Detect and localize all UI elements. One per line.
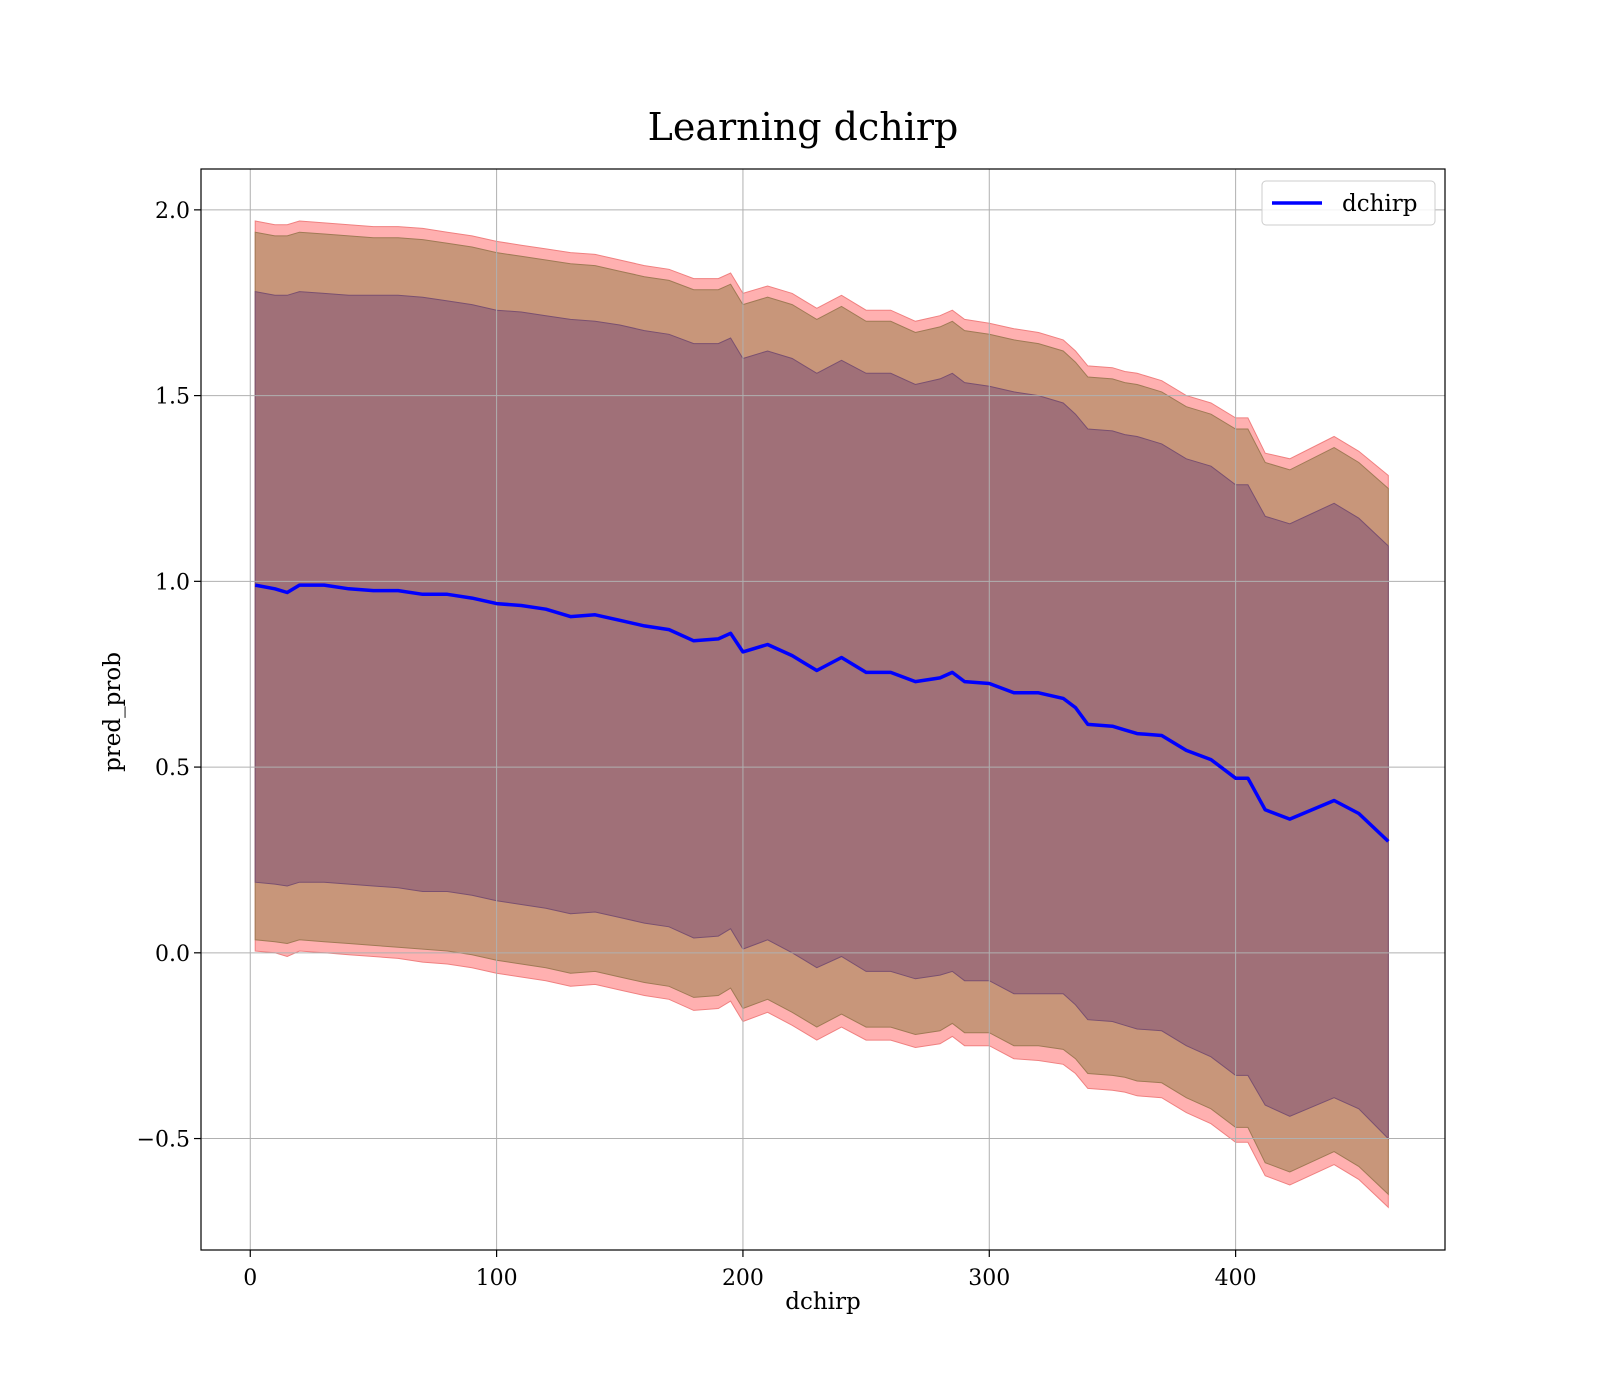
y-tick-label: 0.5 [155,756,190,781]
legend: dchirp [1261,180,1436,226]
x-tick-label: 400 [1215,1266,1257,1291]
x-tick-label: 0 [243,1266,257,1291]
chart-title: Learning dchirp [648,105,959,149]
x-tick-label: 300 [968,1266,1010,1291]
series-line-dchirp [254,583,1390,843]
x-tick-label: 100 [476,1266,518,1291]
y-tick-label: −0.5 [137,1128,190,1153]
y-tick-label: 2.0 [155,199,190,224]
x-axis-label: dchirp [785,1289,861,1315]
bands-group [254,220,1389,1209]
y-axis-label: pred_prob [100,652,126,772]
plot-area: 0 100 200 300 400 −0.5 0.0 0.5 1.0 1.5 2.0 dchirp [137,168,1446,1291]
y-tick-label: 1.5 [155,385,190,410]
x-tick-label: 200 [722,1266,764,1291]
plot-frame [200,168,1446,1251]
legend-label-dchirp: dchirp [1342,191,1418,217]
y-tick-label: 1.0 [155,570,190,595]
y-tick-label: 0.0 [155,942,190,967]
legend-box [1261,180,1436,226]
